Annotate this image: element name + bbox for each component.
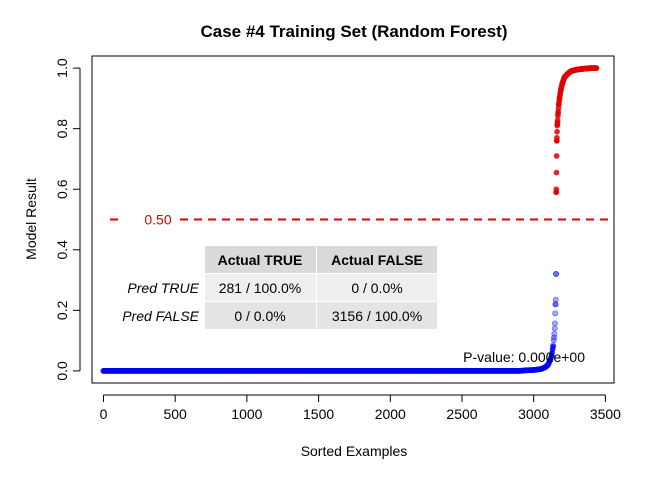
data-point	[553, 271, 559, 277]
col-header-actual-true: Actual TRUE	[218, 252, 303, 268]
x-axis: 0 500 1000 1500 2000 2500 3000 3500	[100, 394, 621, 422]
plot-frame	[91, 55, 615, 384]
data-point	[552, 310, 559, 317]
x-tick-label: 3500	[590, 406, 621, 422]
x-tick-label: 2000	[375, 406, 406, 422]
data-point	[552, 296, 559, 303]
cell-bg-r1c2	[317, 274, 437, 301]
x-axis-label: Sorted Examples	[301, 443, 408, 459]
data-point	[580, 65, 587, 72]
threshold: 0.50	[110, 212, 614, 228]
data-point	[550, 343, 556, 350]
data-point	[556, 95, 563, 102]
data-point	[554, 119, 561, 126]
data-point	[100, 367, 107, 374]
y-tick-label: 0.2	[54, 300, 70, 320]
x-tick-label: 1500	[303, 406, 334, 422]
data-point	[559, 80, 566, 87]
data-point	[568, 68, 574, 75]
data-point	[593, 65, 600, 72]
data-point	[548, 352, 555, 359]
x-tick-label: 3000	[518, 406, 549, 422]
threshold-label: 0.50	[144, 212, 171, 228]
data-point	[530, 367, 537, 373]
cell-pred-true-actual-true: 281 / 100.0%	[219, 280, 302, 296]
cell-pred-false-actual-false: 3156 / 100.0%	[332, 308, 422, 324]
data-point	[552, 320, 558, 327]
data-point	[459, 367, 465, 374]
data-points	[100, 65, 600, 374]
p-value-annotation: P-value: 0.000e+00	[463, 349, 585, 365]
data-point	[172, 367, 179, 374]
data-point	[315, 367, 322, 374]
data-point	[243, 367, 250, 374]
cell-bg-r2c1	[205, 302, 316, 329]
data-point	[558, 86, 564, 93]
x-tick-label: 2500	[446, 406, 477, 422]
data-point	[554, 128, 560, 135]
y-tick-label: 1.0	[54, 58, 70, 78]
confusion-table: Actual TRUE Actual FALSE Pred TRUE 281 /…	[122, 246, 437, 329]
y-axis-label: Model Result	[23, 178, 39, 260]
col-header-bg-1	[205, 246, 316, 273]
cell-pred-false-actual-true: 0 / 0.0%	[234, 308, 285, 324]
row-label-pred-false: Pred FALSE	[122, 308, 199, 324]
data-point	[551, 334, 557, 341]
cell-bg-r1c1	[205, 274, 316, 301]
y-tick-label: 0.8	[54, 119, 70, 139]
data-point	[588, 65, 594, 72]
data-point	[573, 66, 580, 73]
data-point	[516, 367, 523, 374]
data-point	[555, 101, 562, 108]
y-tick-label: 0.0	[54, 361, 70, 381]
data-point	[387, 367, 394, 374]
data-point	[553, 186, 560, 193]
data-point	[523, 367, 530, 374]
x-tick-label: 0	[100, 406, 108, 422]
cell-pred-true-actual-false: 0 / 0.0%	[351, 280, 402, 296]
data-point	[553, 153, 560, 159]
data-point	[551, 325, 558, 332]
data-point	[553, 169, 560, 176]
y-axis: 0.0 0.2 0.4 0.6 0.8 1.0	[54, 58, 81, 381]
col-header-actual-false: Actual FALSE	[331, 252, 423, 268]
data-point	[555, 110, 561, 117]
x-tick-label: 1000	[231, 406, 262, 422]
y-tick-label: 0.6	[54, 179, 70, 199]
col-header-bg-2	[317, 246, 437, 273]
data-point	[552, 301, 559, 308]
x-tick-label: 500	[163, 406, 187, 422]
row-label-pred-true: Pred TRUE	[127, 280, 199, 296]
cell-bg-r2c2	[317, 302, 437, 329]
y-tick-label: 0.4	[54, 240, 70, 260]
chart-title: Case #4 Training Set (Random Forest)	[200, 22, 507, 41]
data-point	[554, 134, 560, 141]
